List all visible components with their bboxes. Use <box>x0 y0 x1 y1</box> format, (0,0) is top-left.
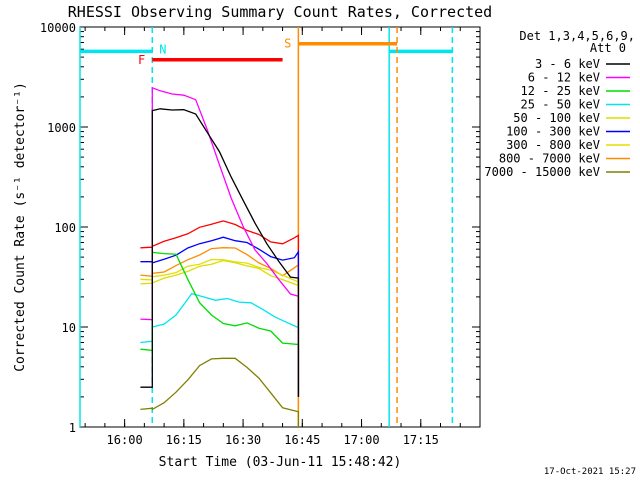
series-line <box>140 86 300 397</box>
legend-entry-label: 300 - 800 keV <box>506 138 600 152</box>
x-tick-label: 16:30 <box>225 433 261 447</box>
y-tick-label: 100 <box>54 221 76 235</box>
legend-header-line1: Det 1,3,4,5,6,9, <box>519 29 635 43</box>
footer-date: 17-Oct-2021 15:27 <box>544 467 636 477</box>
legend-entry-label: 6 - 12 keV <box>528 71 600 85</box>
series-line <box>140 258 300 397</box>
plot-frame <box>79 26 481 428</box>
y-axis-label: Corrected Count Rate (s⁻¹ detector⁻¹) <box>13 82 28 372</box>
series-line <box>140 357 300 427</box>
x-tick-label: 16:45 <box>284 433 320 447</box>
y-tick-label: 1 <box>69 421 76 435</box>
series-line <box>140 220 300 397</box>
y-tick-label: 10000 <box>40 21 76 35</box>
series-group <box>140 86 300 427</box>
y-tick-label: 10 <box>62 321 76 335</box>
flag-label: S <box>284 37 291 51</box>
legend-entry-label: 50 - 100 keV <box>513 111 600 125</box>
x-tick-label: 16:00 <box>107 433 143 447</box>
series-line <box>140 108 300 397</box>
chart-title: RHESSI Observing Summary Count Rates, Co… <box>68 3 492 21</box>
series-line <box>140 236 300 397</box>
x-tick-label: 17:15 <box>403 433 439 447</box>
series-line <box>140 259 300 397</box>
series-line <box>140 247 300 397</box>
legend-entry-label: 7000 - 15000 keV <box>484 165 600 179</box>
legend-header-line2: Att 0 <box>590 41 626 55</box>
legend-entry-label: 3 - 6 keV <box>535 57 600 71</box>
legend-entry-label: 100 - 300 keV <box>506 125 600 139</box>
legend-entry-label: 800 - 7000 keV <box>499 152 600 166</box>
series-line <box>140 292 300 397</box>
series-line <box>140 251 300 397</box>
y-tick-label: 1000 <box>47 121 76 135</box>
x-tick-label: 17:00 <box>343 433 379 447</box>
legend-entry-label: 12 - 25 keV <box>521 84 600 98</box>
legend-entry-label: 25 - 50 keV <box>521 98 600 112</box>
night-label: N <box>159 42 166 56</box>
x-tick-label: 16:15 <box>166 433 202 447</box>
flag-label: F <box>138 53 145 67</box>
x-axis-label: Start Time (03-Jun-11 15:48:42) <box>159 455 402 470</box>
